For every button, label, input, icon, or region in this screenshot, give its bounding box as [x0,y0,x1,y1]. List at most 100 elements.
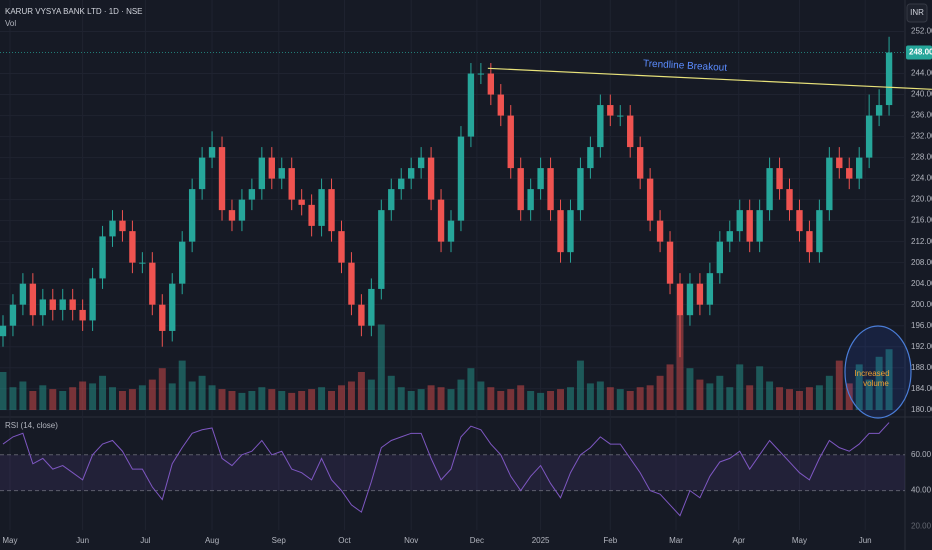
candle-body [238,199,246,221]
candle-body [746,210,753,242]
candle-body [826,157,833,211]
candle-body [9,304,17,326]
rsi-title: RSI (14, close) [5,421,58,430]
volume-bar [686,368,694,410]
volume-bar [606,387,614,410]
candle-body [477,73,485,75]
y-tick-label: 240.00 [911,90,932,99]
candle-body [188,189,196,242]
y-tick-label: 208.00 [911,258,932,267]
candle-body [597,105,604,148]
volume-bar [377,324,385,410]
y-tick-label: 220.00 [911,195,932,204]
volume-bar [795,391,803,410]
candle-body [786,189,793,211]
volume-bar [875,356,883,410]
y-tick-label: 232.00 [911,132,932,141]
y-tick-label: 236.00 [911,111,932,120]
candle-body [248,189,256,200]
candle-body [208,147,216,158]
volume-bar [158,368,166,410]
y-tick-label: 228.00 [911,153,932,162]
candle-body [776,168,783,190]
volume-bar [696,379,704,410]
candle-body [29,283,37,316]
volume-bar [557,389,565,410]
candle-body [627,115,634,148]
candle-body [696,283,704,305]
candle-body [437,199,445,242]
candle-body [527,189,534,211]
volume-bar [118,391,126,410]
candle-body [457,136,465,221]
y-tick-label: 200.00 [911,300,932,309]
candle-body [19,283,27,305]
volume-bar [198,375,206,410]
candle-body [149,262,156,305]
candle-body [0,325,7,337]
volume-bar [228,391,236,410]
currency-button[interactable] [906,3,928,23]
x-tick-label: Jul [140,536,150,545]
candle-body [686,283,694,316]
volume-bar [447,389,455,410]
candle-body [119,220,126,232]
volume-bar [148,379,156,410]
candle-body [228,210,236,221]
candle-body [656,220,664,242]
volume-bar [288,392,296,410]
volume-bar [885,349,893,410]
candle-body [617,115,624,117]
volume-bar [308,389,316,410]
y-tick-label: 180.00 [911,405,932,414]
candle-body [49,299,56,310]
candle-body [607,105,614,116]
candle-body [885,52,893,106]
candle-body [139,262,146,264]
volume-bar [576,360,584,410]
volume-bar [497,391,505,410]
volume-bar [278,391,286,410]
candle-body [836,157,843,169]
volume-bar [298,391,306,410]
candle-body [59,299,66,310]
volume-bar [99,375,107,410]
volume-bar [357,372,365,410]
volume-bar [566,387,574,410]
candle-body [79,309,86,321]
candle-body [358,304,365,326]
y-tick-label: 204.00 [911,279,932,288]
x-tick-label: May [2,536,17,545]
volume-bar [547,391,555,410]
volume-note: volume [863,379,889,388]
volume-bar [537,392,545,410]
candle-body [666,241,674,284]
volume-bar [367,379,375,410]
volume-bar [517,385,525,410]
y-tick-label: 212.00 [911,237,932,246]
volume-bar [188,381,196,410]
y-tick-label: 40.00 [911,486,932,495]
chart-title: KARUR VYSYA BANK LTD · 1D · NSE [5,7,143,16]
candle-body [865,115,873,158]
y-tick-label: 196.00 [911,321,932,330]
candle-body [507,115,514,169]
candle-body [89,278,96,321]
volume-bar [835,360,843,410]
volume-bar [427,385,435,410]
last-price-label: 248.00 [909,48,932,57]
volume-bar [268,389,276,410]
volume-bar [726,387,734,410]
currency-label[interactable]: INR [910,8,924,17]
candle-body [169,283,176,331]
candle-body [816,210,823,253]
trendline [487,67,932,90]
candle-body [129,231,136,263]
candle-body [497,94,504,116]
candle-body [368,288,375,326]
candle-body [517,168,524,211]
y-tick-label: 244.00 [911,69,932,78]
candle-body [636,147,644,179]
volume-note: Increased [854,369,889,378]
x-tick-label: Sep [272,536,287,545]
